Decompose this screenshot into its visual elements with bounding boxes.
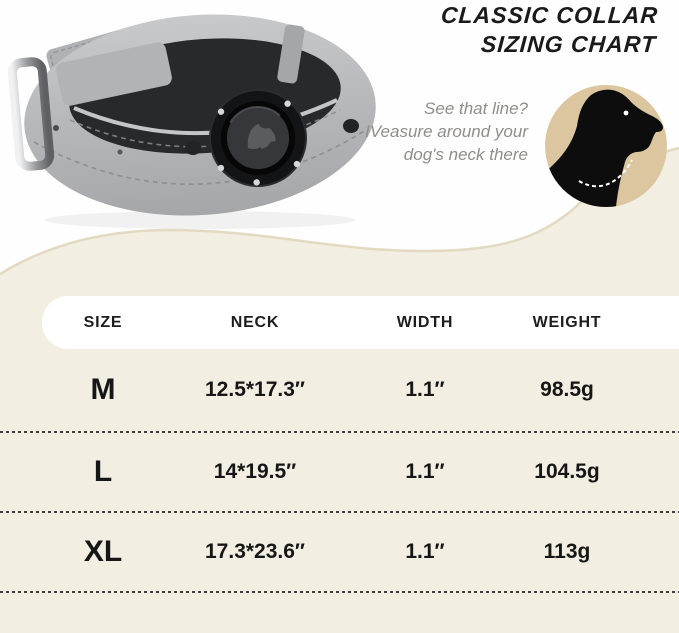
page-title-line1: CLASSIC COLLAR <box>439 2 659 28</box>
table-row-m: M 12.5*17.3″ 1.1″ 98.5g <box>35 368 623 412</box>
collar-hole <box>117 149 123 155</box>
screw-icon <box>284 100 291 107</box>
airtag-case <box>209 89 307 187</box>
dog-head-silhouette-icon <box>545 85 667 207</box>
measure-note: See that line? IVeasure around your dog'… <box>365 97 528 166</box>
measure-note-line2: IVeasure around your <box>365 122 528 141</box>
table-header-row: SIZE NECK WIDTH WEIGHT <box>35 301 623 345</box>
screw-icon <box>217 108 225 115</box>
measure-note-line3: dog's neck there <box>403 145 528 164</box>
width-value: 1.1″ <box>405 460 445 483</box>
rivet-icon <box>343 119 359 133</box>
page-title: CLASSIC COLLAR SIZING CHART <box>438 1 659 59</box>
table-header-card <box>42 296 679 349</box>
width-value: 1.1″ <box>405 378 445 401</box>
inner-edge-highlight <box>73 98 338 136</box>
table-row-l: L 14*19.5″ 1.1″ 104.5g <box>35 450 623 494</box>
width-value: 1.1″ <box>405 540 445 563</box>
screw-icon <box>217 164 225 172</box>
dog-silhouette <box>545 89 663 207</box>
neck-value: 17.3*23.6″ <box>205 540 305 563</box>
weight-value: 104.5g <box>534 460 600 483</box>
page-title-line2: SIZING CHART <box>479 31 657 57</box>
neck-value: 14*19.5″ <box>213 460 297 483</box>
column-header-weight: WEIGHT <box>532 314 602 331</box>
screw-icon <box>293 160 301 168</box>
stitching-outer <box>33 129 367 185</box>
stitching-inner <box>69 109 341 148</box>
size-value: L <box>93 455 113 488</box>
keeper-loop <box>277 24 305 84</box>
size-value: M <box>90 373 116 406</box>
dog-engraving-icon <box>247 123 276 149</box>
size-value: XL <box>83 535 123 568</box>
collar-shadow <box>45 211 355 229</box>
column-header-neck: NECK <box>230 314 280 331</box>
column-header-width: WIDTH <box>396 314 454 331</box>
column-header-size: SIZE <box>83 314 123 331</box>
neck-value: 12.5*17.3″ <box>205 378 305 401</box>
weight-value: 98.5g <box>540 378 594 401</box>
dashed-measure-line-icon <box>578 159 633 188</box>
strap-through-buckle <box>56 42 172 106</box>
rivet-icon <box>185 141 201 155</box>
table-row-xl: XL 17.3*23.6″ 1.1″ 113g <box>35 530 623 574</box>
dotted-divider <box>0 431 679 433</box>
dotted-divider <box>0 591 679 593</box>
weight-value: 113g <box>543 540 591 563</box>
measure-note-line1: See that line? <box>424 99 528 118</box>
buckle-icon <box>7 57 55 171</box>
buckle-hole <box>53 125 59 131</box>
screw-icon <box>253 179 260 186</box>
dog-eye <box>623 110 629 116</box>
dotted-divider <box>0 511 679 513</box>
collar-with-airtag-photo <box>7 14 376 229</box>
